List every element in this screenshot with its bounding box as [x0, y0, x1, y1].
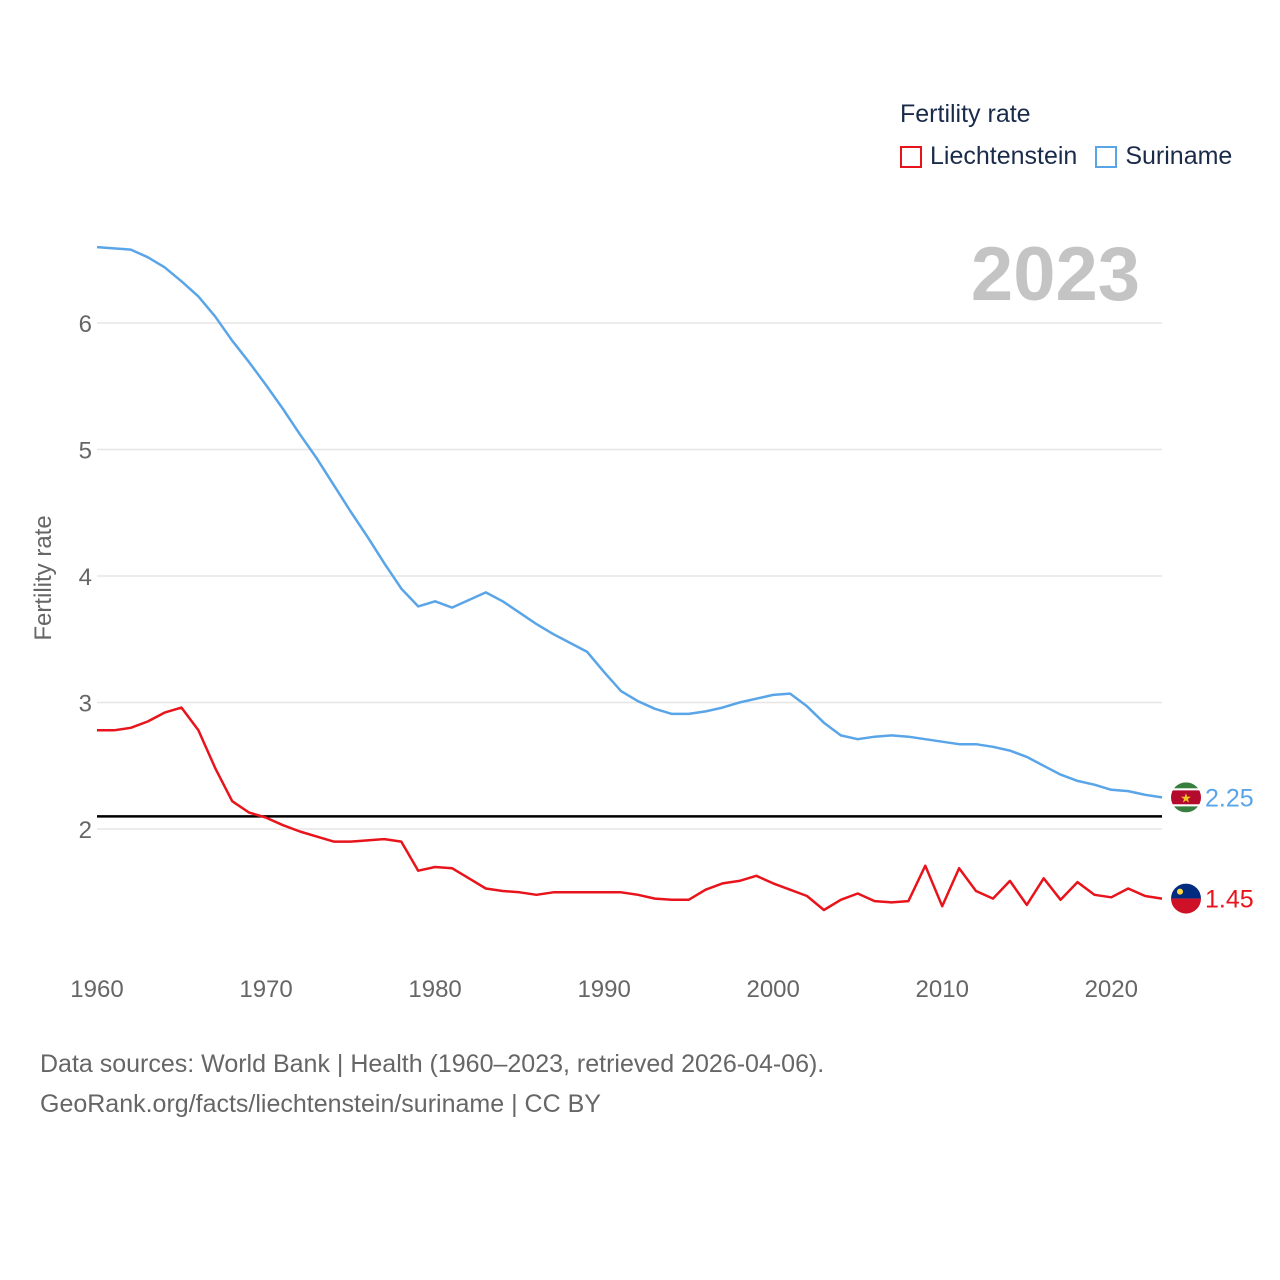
legend: Liechtenstein Suriname	[900, 142, 1250, 171]
y-tick-label: 5	[79, 438, 92, 465]
source-line-2: GeoRank.org/facts/liechtenstein/suriname…	[40, 1090, 601, 1118]
y-axis-label: Fertility rate	[30, 515, 57, 640]
svg-text:★: ★	[1180, 790, 1192, 805]
legend-item-suriname[interactable]: Suriname	[1095, 142, 1232, 171]
y-tick-label: 6	[79, 311, 92, 338]
series-line-liechtenstein	[97, 706, 1163, 912]
legend-swatch-suriname	[1095, 145, 1118, 168]
legend-item-liechtenstein[interactable]: Liechtenstein	[900, 142, 1077, 171]
y-tick-label: 4	[79, 564, 92, 591]
x-tick-label: 1970	[239, 976, 292, 1003]
legend-swatch-liechtenstein	[900, 145, 922, 168]
source-note: Data sources: World Bank | Health (1960–…	[40, 1044, 824, 1124]
legend-label-suriname: Suriname	[1125, 142, 1233, 170]
series-line-suriname	[96, 245, 1163, 799]
x-tick-label: 1990	[577, 976, 630, 1003]
x-tick-label: 2020	[1085, 976, 1138, 1003]
y-tick-label: 3	[79, 691, 92, 718]
x-tick-label: 2000	[746, 976, 799, 1003]
liechtenstein-flag-icon	[1171, 883, 1201, 914]
y-tick-label: 2	[79, 817, 92, 844]
x-tick-label: 1980	[408, 976, 461, 1003]
suriname-flag-icon: ★	[1171, 782, 1201, 813]
x-tick-label: 2010	[916, 976, 969, 1003]
end-label-suriname: 2.25	[1205, 784, 1254, 812]
year-watermark: 2023	[971, 232, 1140, 317]
end-label-liechtenstein: 1.45	[1205, 886, 1254, 914]
x-tick-label: 1960	[70, 976, 123, 1003]
legend-title: Fertility rate	[900, 100, 1031, 128]
source-line-1: Data sources: World Bank | Health (1960–…	[40, 1050, 825, 1078]
legend-label-liechtenstein: Liechtenstein	[930, 142, 1078, 170]
